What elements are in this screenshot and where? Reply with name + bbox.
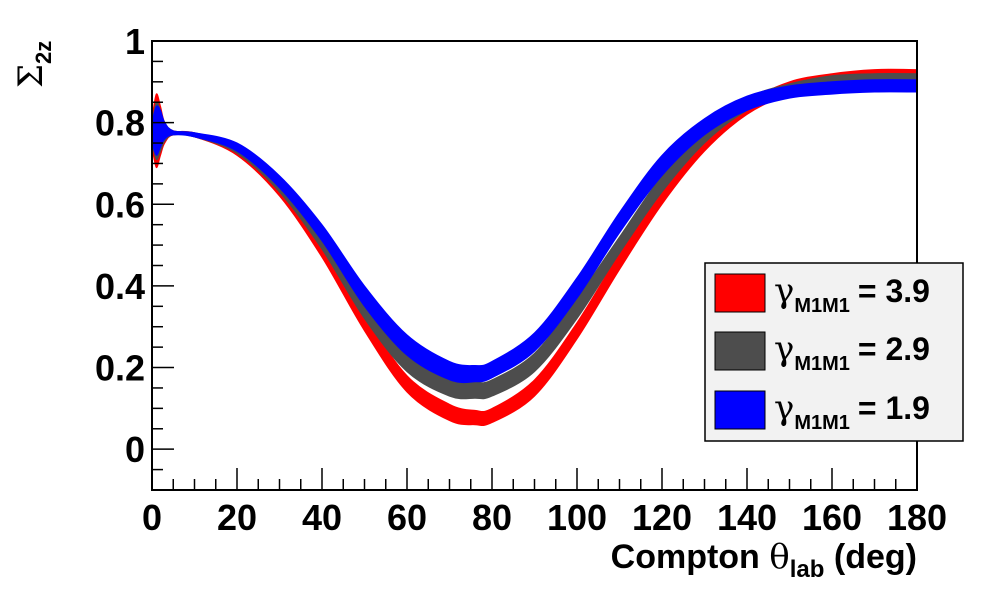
x-axis-title-main: Compton [611,538,770,576]
x-tick-label: 40 [302,497,342,538]
legend-value: = 2.9 [858,331,930,367]
legend-label: γM1M1 = 1.9 [774,388,930,434]
legend-swatch [714,390,766,430]
y-axis-subscript: 2z [31,41,56,64]
legend-swatch [714,331,766,371]
x-tick-label: 140 [717,497,777,538]
legend-gamma-symbol: γ [774,271,794,311]
x-axis-theta-symbol: θ [769,537,789,577]
legend-value: = 3.9 [858,273,930,309]
x-tick-label: 80 [472,497,512,538]
y-tick-label: 0.4 [95,266,145,307]
legend-label: γM1M1 = 2.9 [774,329,930,375]
x-axis-title-subscript: lab [790,556,825,583]
legend-subscript: M1M1 [794,353,850,375]
x-tick-label: 160 [802,497,862,538]
y-axis-title: Σ2z [11,41,56,88]
y-tick-label: 0.8 [95,103,145,144]
y-tick-label: 1 [125,21,145,62]
legend-gamma-symbol: γ [774,388,794,428]
x-axis-title: Compton θlab (deg) [611,537,917,583]
y-tick-labels: 0 0.2 0.4 0.6 0.8 1 [95,21,145,470]
x-tick-label: 60 [387,497,427,538]
legend-value: = 1.9 [858,390,930,426]
legend-gamma-symbol: γ [774,329,794,369]
legend-swatch [714,273,766,313]
axis-ticks [151,40,918,491]
y-tick-label: 0 [125,429,145,470]
legend-item: γM1M1 = 3.9 [714,271,930,317]
x-tick-label: 120 [632,497,692,538]
x-tick-label: 0 [142,497,162,538]
x-tick-label: 100 [547,497,607,538]
legend-label: γM1M1 = 3.9 [774,271,930,317]
y-tick-label: 0.2 [95,348,145,389]
legend-item: γM1M1 = 1.9 [714,388,930,434]
x-tick-label: 180 [887,497,947,538]
x-tick-labels: 0 20 40 60 80 100 120 140 160 180 [142,497,947,538]
y-axis-symbol: Σ [11,64,51,88]
y-tick-label: 0.6 [95,184,145,225]
legend: γM1M1 = 3.9 γM1M1 = 2.9 γM1M1 = 1.9 [704,262,964,442]
x-tick-label: 20 [217,497,257,538]
legend-subscript: M1M1 [794,295,850,317]
legend-subscript: M1M1 [794,412,850,434]
legend-item: γM1M1 = 2.9 [714,329,930,375]
x-axis-title-unit: (deg) [824,538,917,576]
